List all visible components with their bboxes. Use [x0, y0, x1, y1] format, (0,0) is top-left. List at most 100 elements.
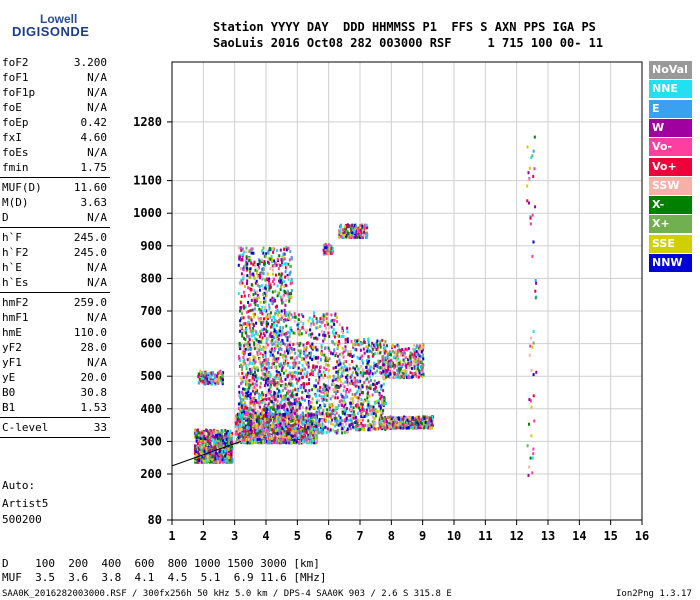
echo-point	[354, 343, 357, 346]
echo-point	[365, 365, 368, 369]
echo-point	[209, 435, 212, 439]
echo-point	[322, 427, 325, 431]
echo-point	[300, 313, 303, 316]
echo-point	[271, 301, 274, 305]
echo-point	[300, 426, 302, 429]
echo-point	[282, 300, 285, 304]
echo-point	[305, 409, 308, 413]
param-name: hmF2	[2, 296, 29, 309]
echo-point	[379, 370, 382, 374]
auto-version: 500200	[2, 513, 42, 526]
echo-point	[297, 325, 300, 329]
echo-point	[209, 452, 211, 456]
echo-point	[248, 295, 251, 298]
echo-point	[322, 397, 325, 401]
echo-point	[318, 419, 321, 423]
echo-point	[324, 346, 327, 350]
echo-point	[365, 408, 368, 412]
echo-point	[332, 332, 335, 336]
echo-point	[365, 411, 368, 415]
echo-point	[277, 331, 280, 335]
echo-point	[280, 439, 283, 443]
echo-point	[244, 305, 247, 309]
param-value: N/A	[87, 261, 107, 274]
echo-point	[362, 374, 364, 378]
echo-point	[291, 347, 294, 351]
echo-point	[253, 341, 256, 345]
echo-point	[367, 355, 370, 359]
echo-point	[246, 431, 249, 435]
echo-point	[254, 291, 257, 295]
echo-point	[322, 409, 325, 413]
echo-point	[325, 326, 327, 330]
echo-point	[303, 418, 306, 422]
echo-point	[286, 338, 289, 342]
echo-point	[255, 338, 258, 342]
echo-point	[293, 397, 296, 401]
echo-point	[330, 319, 332, 323]
echo-point	[294, 388, 297, 392]
echo-point	[377, 366, 380, 369]
echo-point	[290, 256, 293, 260]
echo-point	[341, 427, 344, 431]
echo-point	[291, 389, 294, 393]
echo-point	[202, 450, 204, 454]
echo-point	[256, 350, 259, 354]
echo-point	[239, 253, 241, 257]
echo-point	[262, 393, 265, 397]
echo-point	[285, 332, 288, 335]
echo-point	[240, 279, 243, 283]
echo-point	[271, 425, 274, 429]
echo-point	[266, 437, 269, 440]
echo-point	[335, 384, 338, 388]
echo-point	[308, 342, 311, 345]
echo-point	[264, 414, 267, 418]
echo-point	[206, 458, 209, 462]
echo-point	[265, 378, 268, 382]
echo-point	[305, 437, 308, 441]
echo-point	[305, 406, 308, 410]
echo-point	[261, 391, 264, 395]
echo-point	[309, 440, 312, 444]
echo-point	[272, 441, 275, 444]
echo-point	[316, 411, 319, 415]
echo-point	[338, 358, 341, 362]
echo-point	[260, 348, 263, 351]
echo-point	[294, 404, 297, 408]
echo-point	[264, 305, 267, 309]
echo-point	[249, 309, 252, 313]
echo-point	[321, 425, 324, 429]
echo-point	[373, 383, 376, 387]
echo-point	[243, 294, 246, 298]
param-name: M(D)	[2, 196, 29, 209]
echo-point	[384, 356, 387, 360]
echo-point	[334, 385, 337, 389]
echo-point	[318, 370, 321, 373]
echo-point	[262, 426, 265, 430]
echo-point	[376, 427, 379, 431]
echo-point	[307, 426, 309, 429]
param-name: fxI	[2, 131, 22, 144]
echo-point	[265, 422, 268, 426]
echo-point	[346, 330, 349, 334]
echo-point	[226, 454, 229, 458]
echo-point	[343, 409, 346, 413]
echo-point	[267, 260, 269, 264]
echo-point	[251, 373, 254, 377]
echo-point	[296, 422, 299, 426]
echo-point	[376, 390, 379, 394]
echo-point	[247, 348, 250, 352]
echo-point	[365, 345, 368, 349]
echo-point	[200, 445, 203, 449]
x-tick-label: 15	[603, 529, 617, 543]
echo-point	[303, 420, 306, 424]
echo-point	[253, 401, 256, 405]
echo-point	[346, 388, 349, 391]
x-tick-label: 4	[262, 529, 269, 543]
echo-point	[282, 253, 285, 257]
echo-point	[291, 407, 294, 410]
echo-point	[193, 448, 196, 452]
echo-point	[343, 360, 346, 363]
echo-point	[215, 459, 218, 463]
echo-point	[250, 321, 253, 325]
